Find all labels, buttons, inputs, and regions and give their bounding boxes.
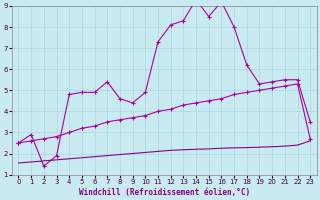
X-axis label: Windchill (Refroidissement éolien,°C): Windchill (Refroidissement éolien,°C) bbox=[79, 188, 250, 197]
